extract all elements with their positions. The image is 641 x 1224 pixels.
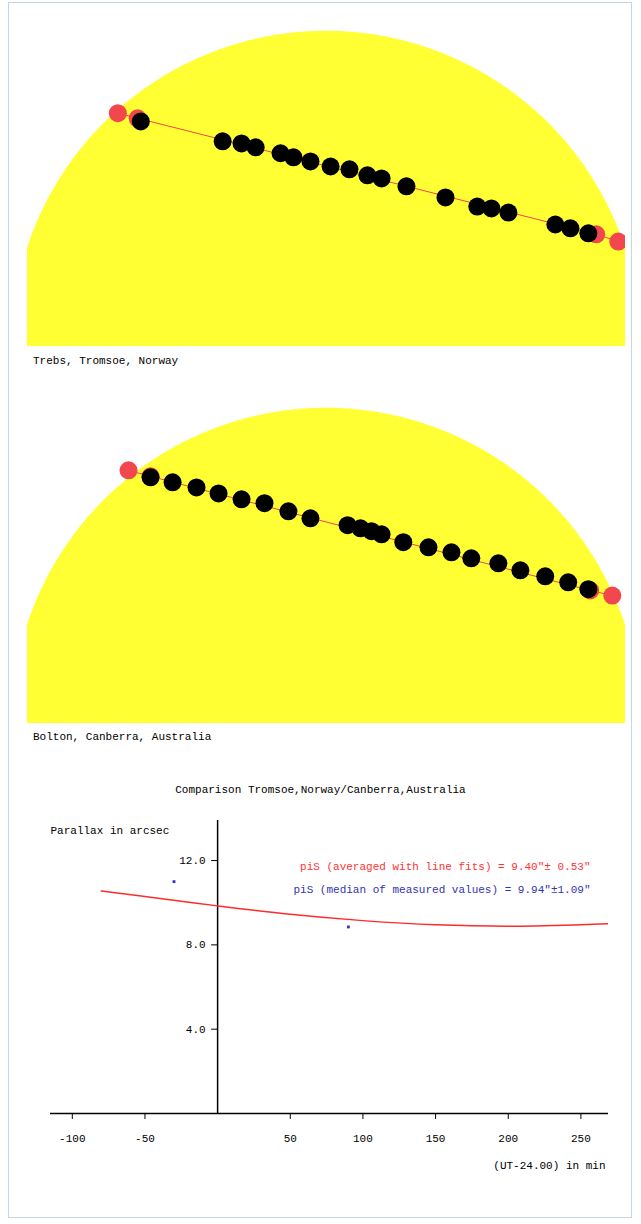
svg-text:200: 200 [498,1133,518,1145]
svg-text:(UT-24.00) in min: (UT-24.00) in min [493,1160,605,1172]
html-text:Comparison Tromsoe,Norway/Canb: Comparison Tromsoe,Norway/Canberra,Austr… [175,784,466,796]
svg-text:150: 150 [426,1133,446,1145]
html-text:Bolton, Canberra, Australia: Bolton, Canberra, Australia [33,731,212,743]
svg-text:-50: -50 [135,1133,155,1145]
svg-text:100: 100 [353,1133,373,1145]
svg-text:8.0: 8.0 [186,939,206,951]
svg-text:12.0: 12.0 [179,855,205,867]
svg-text:250: 250 [571,1133,591,1145]
svg-text:piS (averaged with line fits): piS (averaged with line fits) = 9.40"± 0… [300,861,590,873]
svg-text:Parallax in arcsec: Parallax in arcsec [51,825,170,837]
svg-text:-100: -100 [59,1133,85,1145]
svg-text:4.0: 4.0 [186,1024,206,1036]
svg-text:piS (median of measured values: piS (median of measured values) = 9.94"±… [293,884,590,896]
html-text:Trebs, Tromsoe, Norway: Trebs, Tromsoe, Norway [33,355,179,367]
svg-text:50: 50 [284,1133,297,1145]
